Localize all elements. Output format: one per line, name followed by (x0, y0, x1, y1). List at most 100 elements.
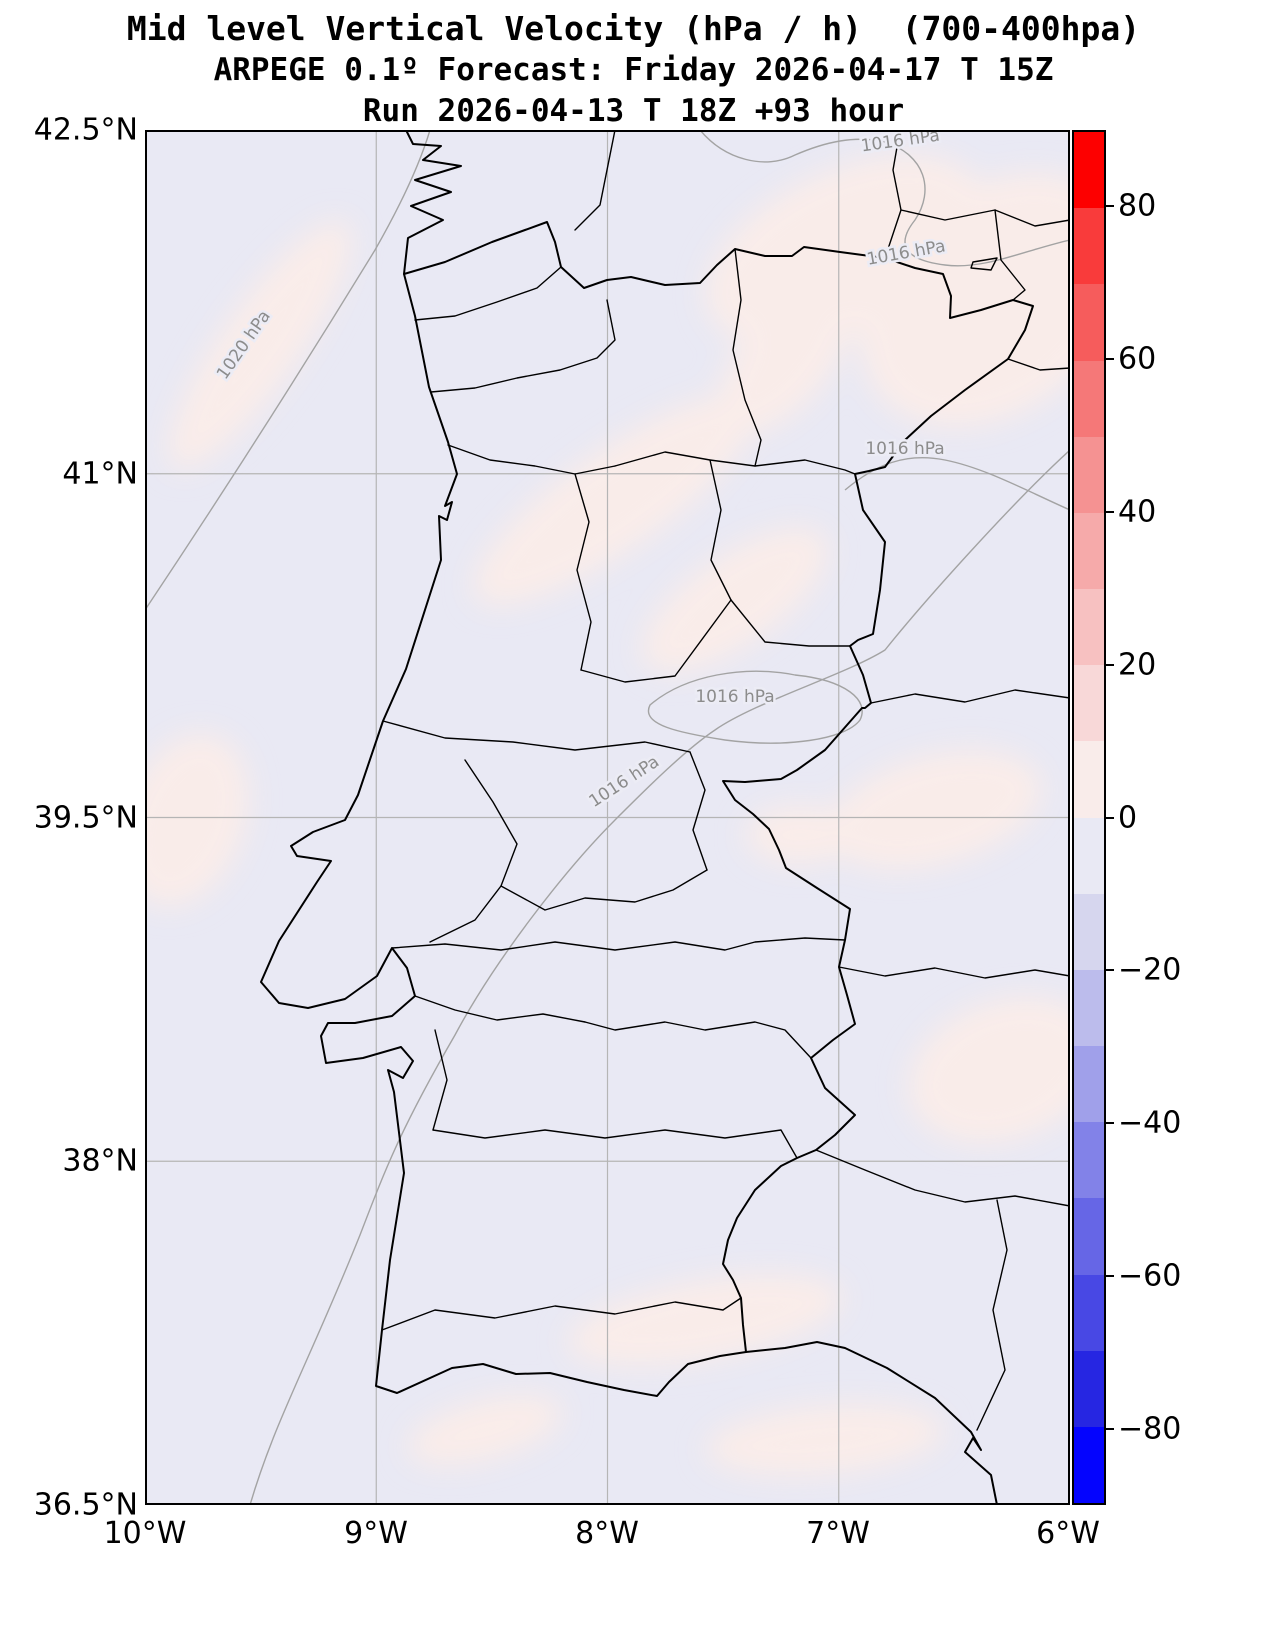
district-line (580, 599, 732, 683)
province-line (1007, 358, 1070, 371)
colorbar-segment (1074, 893, 1104, 970)
district-line (584, 1021, 812, 1059)
colorbar-tickmark (1106, 969, 1114, 971)
coastline (260, 130, 998, 1505)
positive-anomaly-blob (145, 732, 250, 908)
province-line (574, 130, 616, 231)
colorbar-tick-label: 20 (1118, 647, 1157, 683)
map-svg: 1020 hPa 1016 hPa 1016 hPa 1016 hPa 1016… (145, 130, 1070, 1505)
positive-anomaly-blob (641, 526, 829, 674)
y-tick-label: 36.5°N (33, 1487, 138, 1523)
isobar-label: 1016 hPa (865, 439, 944, 459)
positive-anomaly-blob (472, 394, 758, 606)
district-line (447, 444, 616, 475)
colorbar-gradient (1074, 132, 1104, 1504)
positive-anomaly-blob (860, 171, 1070, 429)
district-line (500, 869, 708, 911)
province-line (970, 257, 998, 271)
district-line (381, 1297, 742, 1331)
positive-anomaly-blob (827, 749, 1043, 871)
country-border (403, 221, 1034, 1353)
y-tick-label: 39.5°N (33, 800, 138, 836)
y-tick-label: 41°N (62, 456, 138, 492)
province-line (870, 689, 1070, 704)
x-tick-label: 8°W (575, 1516, 639, 1551)
colorbar-tickmark (1106, 358, 1114, 360)
colorbar-tick-label: 60 (1118, 341, 1157, 377)
colorbar-segment (1074, 741, 1104, 818)
plot-frame (145, 130, 1070, 1505)
district-boundaries (381, 130, 1070, 1431)
district-line (689, 751, 708, 871)
isobar-label: 1016 hPa (695, 687, 774, 707)
colorbar-tickmark (1106, 511, 1114, 513)
province-line (884, 130, 902, 259)
colorbar-segment (1074, 512, 1104, 590)
colorbar-tick-label: 80 (1118, 188, 1157, 224)
isobar-1016-long (249, 449, 1070, 1505)
positive-anomaly-blob (745, 805, 855, 865)
colorbar-segment (1074, 817, 1104, 894)
x-tick-label: 9°W (344, 1516, 408, 1551)
district-line (574, 473, 592, 671)
positive-anomaly-blob (566, 1273, 844, 1367)
colorbar-segment (1074, 589, 1104, 666)
x-tick-label: 6°W (1036, 1516, 1100, 1551)
colorbar-tickmark (1106, 664, 1114, 666)
isobar-1016-loop (647, 670, 863, 744)
colorbar-tick-label: 0 (1118, 800, 1138, 836)
x-tick-label: 7°W (806, 1516, 870, 1551)
province-line (815, 1149, 1070, 1207)
colorbar-tick-label: −80 (1118, 1411, 1182, 1447)
district-line (709, 459, 732, 601)
positive-anomaly-blob (717, 285, 853, 435)
grid-lines (145, 130, 1070, 1505)
map-area: 1020 hPa 1016 hPa 1016 hPa 1016 hPa 1016… (145, 130, 1070, 1505)
colorbar (1072, 130, 1106, 1505)
district-line (732, 248, 762, 467)
colorbar-tickmark (1106, 1428, 1114, 1430)
province-line (994, 209, 1026, 301)
colorbar-segment (1074, 1122, 1104, 1199)
colorbar-segment (1074, 1198, 1104, 1275)
colorbar-segment (1074, 1046, 1104, 1123)
positive-anomaly-blob (908, 995, 1070, 1145)
colorbar-tickmark (1106, 817, 1114, 819)
isobar-1020 (145, 130, 431, 611)
district-line (730, 599, 851, 647)
chart-subtitle-forecast: ARPEGE 0.1º Forecast: Friday 2026-04-17 … (213, 52, 1054, 88)
colorbar-segment (1074, 1426, 1104, 1504)
province-line (838, 966, 1070, 979)
colorbar-tick-label: −20 (1118, 952, 1182, 988)
chart-title: Mid level Vertical Velocity (hPa / h) (7… (126, 9, 1141, 48)
district-line (429, 759, 518, 943)
district-line (432, 1129, 798, 1159)
title-block: Mid level Vertical Velocity (hPa / h) (7… (0, 8, 1267, 132)
colorbar-tickmark (1106, 205, 1114, 207)
colorbar-segment (1074, 360, 1104, 437)
district-line (432, 1029, 448, 1131)
district-line (391, 937, 846, 951)
colorbar-segment (1074, 1274, 1104, 1351)
colorbar-segment (1074, 1350, 1104, 1427)
district-line (430, 299, 616, 393)
y-tick-label: 38°N (62, 1143, 138, 1179)
province-line (976, 1199, 1008, 1431)
positive-anomaly-blob (167, 220, 353, 470)
district-line (414, 266, 562, 321)
positive-anomaly-blob (407, 1394, 563, 1466)
colorbar-segment (1074, 436, 1104, 513)
isobar-contours (145, 130, 1070, 1505)
positive-anomaly-blob (705, 1403, 945, 1477)
colorbar-segment (1074, 969, 1104, 1047)
x-tick-label: 10°W (103, 1516, 187, 1551)
district-line (382, 720, 691, 753)
colorbar-tickmark (1106, 1275, 1114, 1277)
y-tick-label: 42.5°N (33, 112, 138, 148)
colorbar-tick-label: −40 (1118, 1105, 1182, 1141)
colorbar-segment (1074, 284, 1104, 361)
positive-anomaly-regions (145, 153, 1070, 1477)
colorbar-tick-label: −60 (1118, 1258, 1182, 1294)
chart-subtitle-run: Run 2026-04-13 T 18Z +93 hour (362, 93, 905, 129)
